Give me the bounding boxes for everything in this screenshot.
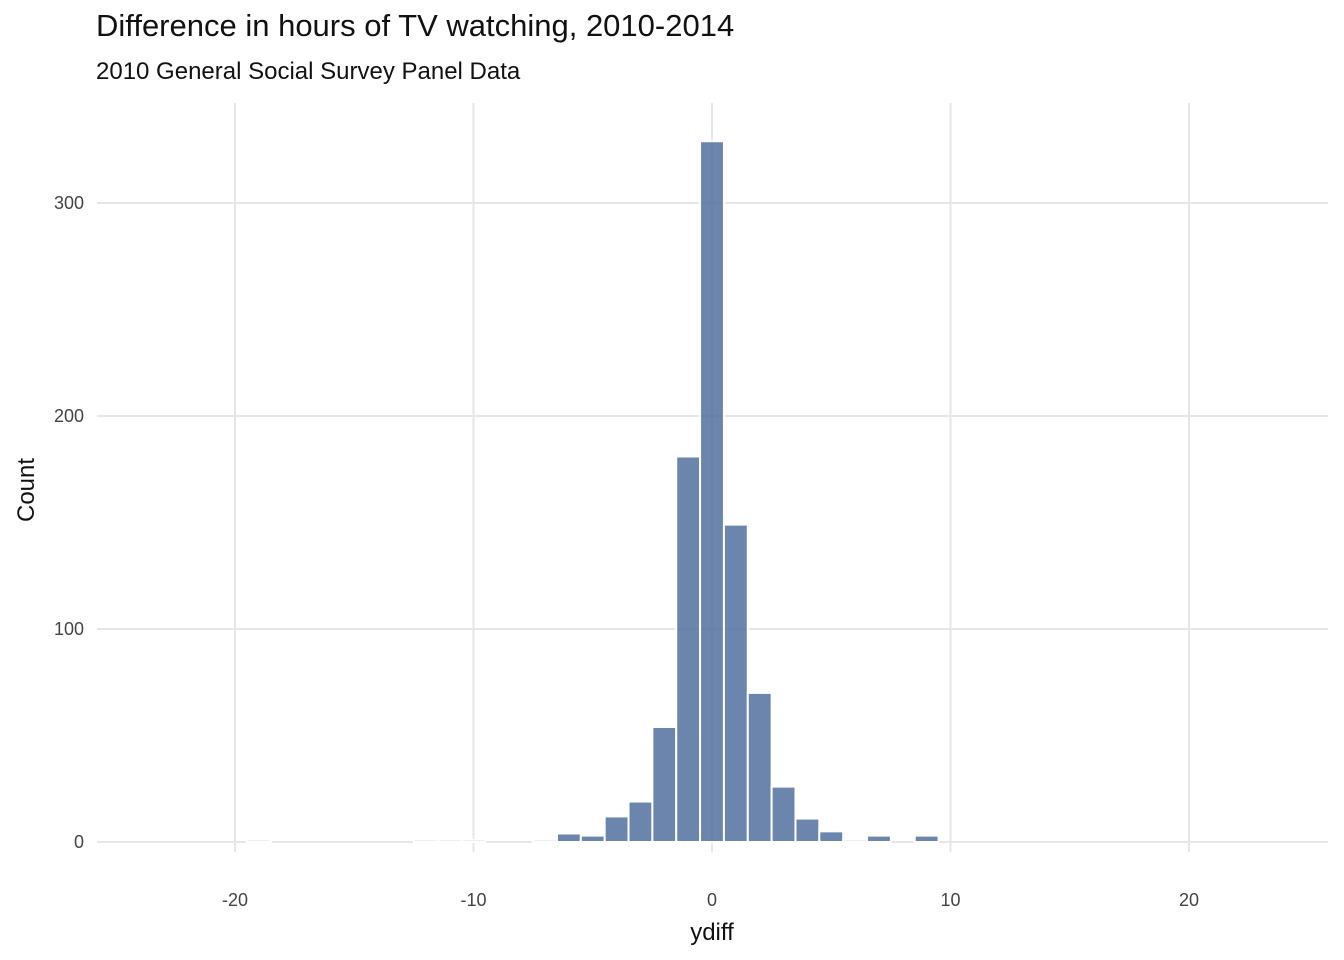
histogram-bar bbox=[603, 815, 630, 844]
histogram-bar bbox=[722, 523, 749, 843]
histogram-bar bbox=[245, 838, 272, 843]
y-axis-title: Count bbox=[13, 458, 40, 522]
histogram-bars bbox=[245, 140, 940, 844]
histogram-bar bbox=[794, 817, 821, 844]
histogram-bar bbox=[579, 834, 606, 843]
y-tick-label: 100 bbox=[54, 619, 84, 639]
x-tick-label: -20 bbox=[222, 890, 248, 910]
histogram-bar bbox=[913, 834, 940, 843]
x-axis-ticks: -20 -10 0 10 20 bbox=[222, 890, 1199, 910]
histogram-bar bbox=[555, 832, 582, 843]
histogram-bar bbox=[460, 838, 487, 843]
histogram-bar bbox=[699, 140, 725, 844]
histogram-bar bbox=[532, 838, 558, 843]
y-axis-ticks: 0 100 200 300 bbox=[54, 193, 84, 852]
y-tick-label: 200 bbox=[54, 406, 84, 426]
y-tick-label: 0 bbox=[74, 832, 84, 852]
histogram-bar bbox=[651, 725, 678, 843]
histogram-bar bbox=[412, 838, 439, 843]
histogram-bar bbox=[746, 691, 773, 844]
chart-subtitle: 2010 General Social Survey Panel Data bbox=[96, 58, 521, 85]
y-tick-label: 300 bbox=[54, 193, 84, 213]
histogram-bar bbox=[675, 455, 702, 843]
histogram-bar bbox=[627, 800, 654, 844]
histogram-bar bbox=[436, 838, 463, 843]
histogram-bar bbox=[818, 830, 845, 843]
x-tick-label: 0 bbox=[707, 890, 717, 910]
histogram-bar bbox=[866, 834, 892, 843]
histogram-bar bbox=[770, 785, 797, 843]
chart-title: Difference in hours of TV watching, 2010… bbox=[96, 8, 735, 43]
x-tick-label: 10 bbox=[940, 890, 960, 910]
x-tick-label: 20 bbox=[1179, 890, 1199, 910]
x-tick-label: -10 bbox=[460, 890, 486, 910]
x-axis-title: ydiff bbox=[690, 919, 734, 946]
histogram-bar bbox=[842, 838, 869, 843]
